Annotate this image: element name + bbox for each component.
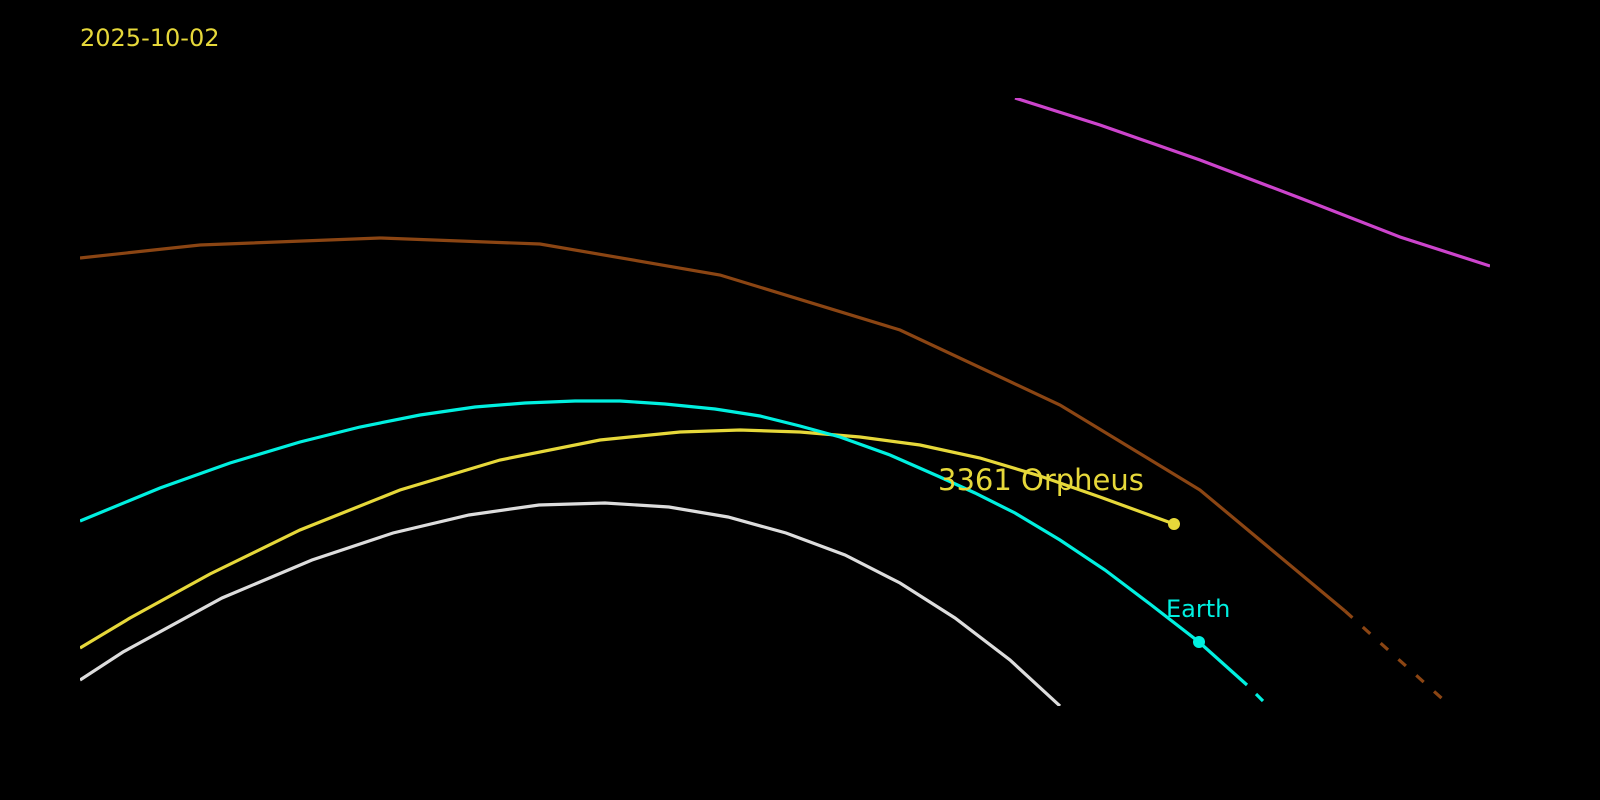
orpheus-label: 3361 Orpheus bbox=[938, 463, 1144, 497]
earth-orbit bbox=[80, 399, 1249, 687]
inner-white-orbit bbox=[80, 501, 1062, 706]
earth-label: Earth bbox=[1166, 595, 1230, 623]
brown-orbit bbox=[80, 236, 1347, 613]
orpheus-orbit bbox=[80, 428, 1175, 650]
earth-orbit-dashed bbox=[1254, 692, 1265, 703]
date-label: 2025-10-02 bbox=[80, 24, 220, 52]
magenta-orbit bbox=[1014, 98, 1490, 268]
orpheus-marker bbox=[1168, 518, 1180, 530]
brown-orbit-dashed bbox=[1343, 609, 1450, 706]
earth-marker bbox=[1193, 636, 1205, 648]
